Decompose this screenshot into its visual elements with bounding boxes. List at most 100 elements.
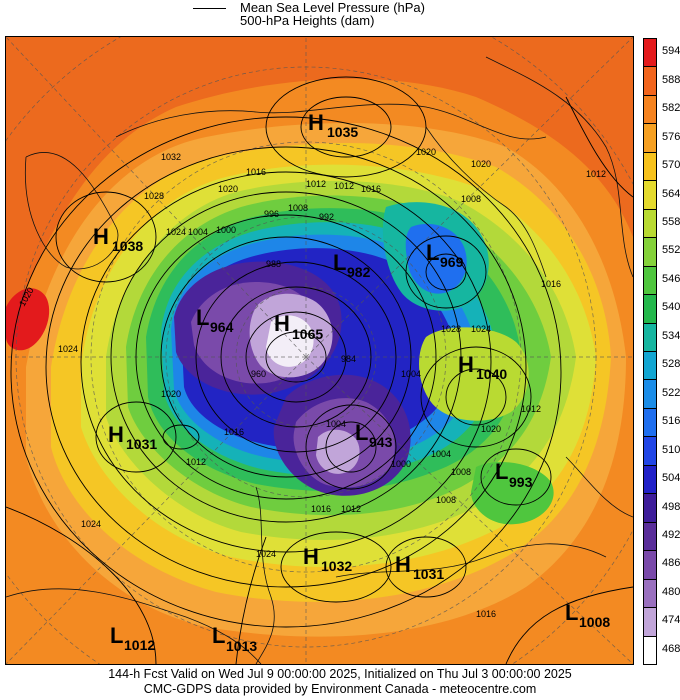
colorbar-swatch bbox=[643, 265, 657, 296]
colorbar-swatch bbox=[643, 407, 657, 438]
isobar-label: 1004 bbox=[326, 419, 346, 429]
colorbar-swatch bbox=[643, 436, 657, 466]
pressure-center-letter: H bbox=[93, 224, 109, 249]
mslp-legend-label: Mean Sea Level Pressure (hPa) bbox=[240, 0, 425, 15]
isobars bbox=[6, 76, 633, 664]
isobar-label: 1004 bbox=[188, 227, 208, 237]
pressure-center-value: 1031 bbox=[126, 436, 157, 452]
isobar-label: 1028 bbox=[144, 191, 164, 201]
pressure-center-letter: L bbox=[212, 623, 225, 648]
colorbar-level-label: 576 bbox=[662, 130, 680, 143]
colorbar-level-label: 558 bbox=[662, 215, 680, 228]
heights-legend-label: 500-hPa Heights (dam) bbox=[240, 13, 375, 28]
isobar-label: 1024 bbox=[166, 227, 186, 237]
isobar-label: 1020 bbox=[161, 389, 181, 399]
pressure-center-value: 1008 bbox=[579, 614, 610, 630]
colorbar-level-label: 474 bbox=[662, 614, 680, 627]
colorbar-level-label: 528 bbox=[662, 358, 680, 371]
isobar-line-sample bbox=[193, 8, 226, 9]
colorbar-level-label: 534 bbox=[662, 329, 680, 342]
isobar-label: 1004 bbox=[401, 369, 421, 379]
isobar-label: 1012 bbox=[586, 169, 606, 179]
pressure-center-value: 964 bbox=[210, 319, 234, 335]
height-field-558-east bbox=[419, 327, 529, 421]
isobar-label: 1024 bbox=[256, 549, 276, 559]
isobar-label: 1024 bbox=[58, 344, 78, 354]
pressure-center-value: 982 bbox=[347, 264, 371, 280]
isobar-label: 1008 bbox=[461, 194, 481, 204]
isobar-label: 1012 bbox=[306, 179, 326, 189]
pressure-center-letter: L bbox=[196, 305, 209, 330]
isobar-label: 988 bbox=[266, 259, 281, 269]
isobar-label: 1024 bbox=[81, 519, 101, 529]
colorbar-level-label: 504 bbox=[662, 472, 680, 485]
colorbar-level-label: 516 bbox=[662, 415, 680, 428]
isobar-label: 960 bbox=[251, 369, 266, 379]
pressure-center-letter: H bbox=[274, 311, 290, 336]
pressure-center-value: 943 bbox=[369, 434, 393, 450]
colorbar-level-label: 498 bbox=[662, 500, 680, 513]
colorbar-swatch bbox=[643, 379, 657, 409]
pressure-center-letter: L bbox=[110, 623, 123, 648]
isobar-label: 1012 bbox=[341, 504, 361, 514]
colorbar-level-label: 492 bbox=[662, 528, 680, 541]
isobar-label: 1012 bbox=[186, 457, 206, 467]
pressure-center-letter: L bbox=[495, 459, 508, 484]
height-field-468-core bbox=[266, 315, 314, 367]
pressure-center-letter: H bbox=[458, 352, 474, 377]
data-credit-text: CMC-GDPS data provided by Environment Ca… bbox=[143, 682, 537, 696]
pressure-center-letter: L bbox=[355, 420, 368, 445]
colorbar-level-label: 522 bbox=[662, 386, 680, 399]
isobar-label: 1016 bbox=[361, 184, 381, 194]
colorbar-swatch bbox=[643, 322, 657, 352]
colorbar-swatch bbox=[643, 180, 657, 210]
isobar-label: 1000 bbox=[216, 225, 236, 235]
height-field-474-south bbox=[316, 429, 360, 474]
colorbar-level-label: 570 bbox=[662, 159, 680, 172]
isobar-label: 1020 bbox=[218, 184, 238, 194]
pressure-center-value: 1032 bbox=[321, 558, 352, 574]
pressure-center-value: 993 bbox=[509, 474, 533, 490]
colorbar-swatch bbox=[643, 550, 657, 580]
isobar-label: 1016 bbox=[476, 609, 496, 619]
pressure-center-value: 969 bbox=[440, 254, 464, 270]
isobar-label: 1020 bbox=[471, 159, 491, 169]
colorbar-level-label: 564 bbox=[662, 187, 680, 200]
isobar-label: 992 bbox=[319, 212, 334, 222]
pressure-center-letter: L bbox=[565, 600, 578, 625]
colorbar-swatch bbox=[643, 521, 657, 552]
colorbar-level-label: 510 bbox=[662, 443, 680, 456]
isobar-label: 1028 bbox=[441, 324, 461, 334]
colorbar-swatch bbox=[643, 607, 657, 637]
colorbar-swatch bbox=[643, 294, 657, 324]
pressure-center-letter: H bbox=[303, 544, 319, 569]
map-footer: 144-h Fcst Valid on Wed Jul 9 00:00:00 2… bbox=[0, 667, 680, 697]
isobar-label: 1020 bbox=[481, 424, 501, 434]
colorbar-level-label: 582 bbox=[662, 102, 680, 115]
isobar-label: 984 bbox=[341, 354, 356, 364]
height-colorbar: 594 588 582 576 570 564 558 552 546 540 534 528 522 5… bbox=[643, 38, 680, 665]
pressure-center-value: 1065 bbox=[292, 326, 323, 342]
lat-lon-grid bbox=[6, 37, 633, 664]
isobar-label: 1016 bbox=[224, 427, 244, 437]
pressure-center-value: 1035 bbox=[327, 124, 358, 140]
colorbar-swatch bbox=[643, 38, 657, 68]
colorbar-swatch bbox=[643, 351, 657, 381]
colorbar-swatch bbox=[643, 94, 657, 125]
colorbar-level-label: 588 bbox=[662, 73, 680, 86]
pressure-center-letter: L bbox=[426, 240, 439, 265]
isobar-label: 1008 bbox=[288, 203, 308, 213]
isobar-label: 1000 bbox=[391, 459, 411, 469]
forecast-valid-text: 144-h Fcst Valid on Wed Jul 9 00:00:00 2… bbox=[108, 667, 572, 681]
colorbar-level-label: 540 bbox=[662, 301, 680, 314]
isobar-label: 1012 bbox=[521, 404, 541, 414]
pressure-center-letter: H bbox=[308, 110, 324, 135]
isobar-label: 1004 bbox=[431, 449, 451, 459]
colorbar-swatch bbox=[643, 208, 657, 239]
map-legend: Mean Sea Level Pressure (hPa) 500-hPa He… bbox=[190, 0, 490, 30]
colorbar-swatch bbox=[643, 237, 657, 267]
isobar-label: 1032 bbox=[161, 152, 181, 162]
isobar-label: 1008 bbox=[436, 495, 456, 505]
height-field-546-east bbox=[471, 462, 554, 525]
colorbar-swatch bbox=[643, 635, 657, 665]
